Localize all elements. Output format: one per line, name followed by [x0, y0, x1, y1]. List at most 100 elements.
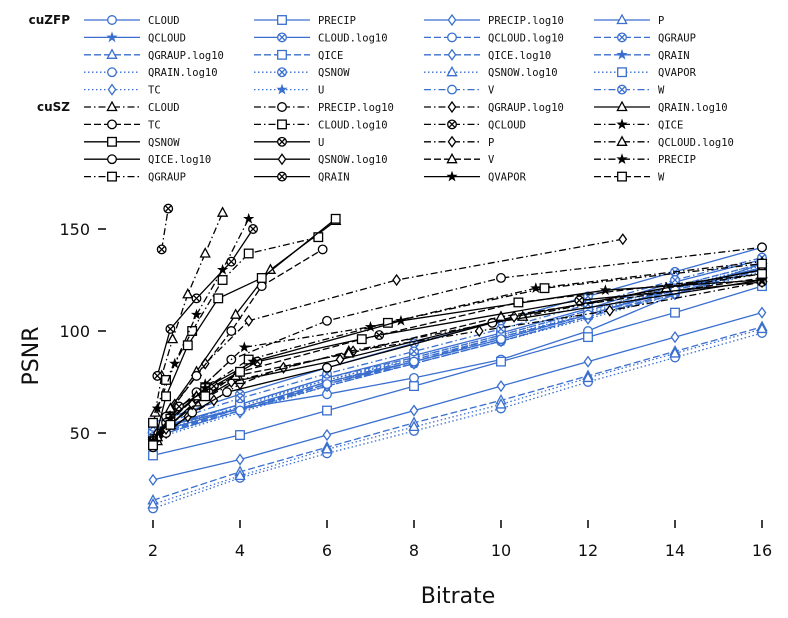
legend-entry-cusz-qrain: QRAIN [254, 172, 350, 184]
legend-entry-cusz-p: P [424, 135, 494, 149]
legend-entry-cusz-qice: QICE [594, 118, 683, 131]
legend-entry-cuzfp-qrain-log10: QRAIN.log10 [84, 67, 218, 79]
point-cusz-p-7 [474, 324, 484, 338]
point-cusz-u-2 [191, 293, 202, 304]
series-line-cuzfp-v [152, 267, 763, 438]
legend-label-cuzfp-cloud-log10: CLOUD.log10 [318, 32, 388, 44]
point-cuzfp-precip-log10-2 [322, 428, 332, 442]
legend-label-cuzfp-qsnow: QSNOW [318, 67, 350, 79]
legend-entry-cusz-precip: PRECIP [594, 153, 696, 166]
legend-marker-cusz-w [617, 171, 627, 182]
legend-entry-cuzfp-qsnow: QSNOW [254, 67, 350, 79]
y-tick-label-100: 100 [59, 322, 90, 341]
point-cusz-qgraup-log10-4 [392, 273, 402, 287]
x-tick-label-10: 10 [491, 541, 511, 560]
legend-entry-cuzfp-qsnow-log10: QSNOW.log10 [424, 65, 558, 79]
point-cusz-qrain-5 [374, 330, 385, 341]
legend-group-title-cuzfp: cuZFP [29, 13, 71, 27]
point-cusz-v-4 [343, 347, 355, 358]
x-tick-label-8: 8 [409, 541, 419, 560]
legend-marker-cusz-qsnow [107, 136, 117, 147]
legend-label-cusz-qcloud: QCLOUD [488, 119, 526, 131]
point-cusz-qsnow-1 [161, 391, 172, 402]
point-cuzfp-qsnow-log10-3 [408, 420, 420, 432]
legend-label-cuzfp-cloud: CLOUD [148, 15, 180, 27]
point-cuzfp-w-1 [235, 393, 245, 404]
point-cuzfp-cloud-3 [409, 372, 419, 383]
legend-label-cuzfp-qcloud: QCLOUD [148, 32, 186, 44]
point-cuzfp-v-1 [235, 405, 245, 416]
point-cuzfp-precip-log10-4 [496, 379, 506, 393]
legend-label-cusz-v: V [488, 154, 495, 166]
point-cuzfp-qsnow-log10-2 [321, 442, 333, 454]
legend-label-cuzfp-qvapor: QVAPOR [658, 67, 697, 79]
point-cusz-w-4 [356, 334, 367, 345]
legend-marker-cusz-qice-log10 [107, 154, 117, 165]
legend-marker-cusz-qrain [277, 171, 287, 182]
point-cusz-qcloud-0 [156, 244, 167, 255]
series-line-cuzfp-qsnow-log10 [152, 328, 763, 506]
legend-label-cusz-qsnow: QSNOW [148, 137, 180, 149]
legend-marker-cuzfp-v [447, 84, 457, 95]
point-cuzfp-qsnow-log10-7 [756, 322, 768, 334]
point-cusz-qgraup-log10-5 [618, 233, 628, 246]
point-cusz-tc-2 [191, 370, 202, 381]
legend-entry-cuzfp-u: U [254, 83, 324, 97]
legend-entry-cuzfp-qice: QICE [254, 50, 343, 62]
point-cusz-cloud-5 [216, 206, 229, 217]
point-cuzfp-precip-5 [583, 332, 593, 343]
x-axis-label: Bitrate [421, 584, 496, 609]
series-line-cusz-qcloud [161, 208, 169, 250]
point-cuzfp-qsnow-log10-0 [147, 498, 159, 509]
series-line-cuzfp-w [152, 256, 763, 428]
legend-entry-cuzfp-qice-log10: QICE.log10 [424, 48, 551, 62]
legend-entry-cusz-qcloud: QCLOUD [424, 119, 526, 131]
series-cusz-qgraup-log10 [152, 233, 628, 440]
point-cusz-qice-log10-4 [322, 362, 332, 373]
legend-marker-cuzfp-u [276, 83, 288, 95]
legend-marker-cuzfp-qrain-log10 [107, 67, 117, 78]
point-cusz-w-3 [235, 366, 245, 377]
point-cusz-cloud-log10-3 [217, 275, 228, 285]
point-cusz-qice-4 [243, 212, 255, 224]
point-cuzfp-precip-3 [409, 381, 419, 392]
legend-entry-cusz-u: U [254, 137, 324, 149]
legend-marker-cusz-precip [616, 153, 628, 164]
series-cuzfp-precip-log10 [148, 306, 767, 487]
legend-marker-cusz-cloud [106, 100, 118, 112]
legend: cuZFP CLOUD PRECIP PRECIP.log10 P QCLOUD CLOUD… [29, 13, 734, 184]
point-cusz-qgraup-5 [539, 283, 550, 294]
legend-marker-cusz-precip-log10 [277, 102, 287, 112]
point-cusz-cloud-2 [166, 332, 179, 344]
point-cusz-tc-4 [256, 281, 267, 292]
legend-marker-cuzfp-qice-log10 [447, 48, 457, 61]
y-tick-label-50: 50 [70, 424, 90, 443]
point-cusz-w-1 [165, 419, 176, 430]
point-cuzfp-precip-log10-6 [670, 331, 680, 344]
point-cuzfp-precip-log10-7 [757, 306, 767, 319]
legend-entry-cuzfp-tc: TC [84, 83, 161, 97]
point-cusz-u-3 [226, 256, 237, 267]
point-cusz-qgraup-log10-3 [244, 314, 254, 327]
series-cusz-cloud-log10 [148, 232, 324, 428]
legend-label-cusz-qrain-log10: QRAIN.log10 [658, 102, 728, 114]
legend-marker-cusz-cloud-log10 [277, 119, 287, 130]
legend-marker-cusz-v [446, 152, 458, 164]
legend-label-cusz-p: P [488, 137, 494, 149]
x-tick-label-4: 4 [235, 541, 245, 560]
point-cusz-tc-5 [317, 244, 328, 255]
x-tick-label-6: 6 [322, 541, 332, 560]
point-cuzfp-precip-log10-5 [583, 355, 593, 368]
legend-label-cusz-qice-log10: QICE.log10 [148, 154, 211, 166]
point-cuzfp-precip-2 [322, 405, 332, 416]
legend-label-cusz-qrain: QRAIN [318, 172, 350, 184]
legend-marker-cuzfp-qgraup [617, 32, 627, 43]
point-cusz-qice-3 [216, 263, 229, 275]
series-line-cuzfp-precip-log10 [152, 311, 763, 481]
legend-marker-cuzfp-qcloud [106, 31, 118, 43]
legend-label-cuzfp-tc: TC [148, 85, 161, 97]
legend-entry-cusz-cloud: CLOUD [84, 100, 180, 114]
series-cuzfp-qsnow-log10 [147, 322, 768, 509]
point-cuzfp-w-3 [409, 346, 419, 357]
